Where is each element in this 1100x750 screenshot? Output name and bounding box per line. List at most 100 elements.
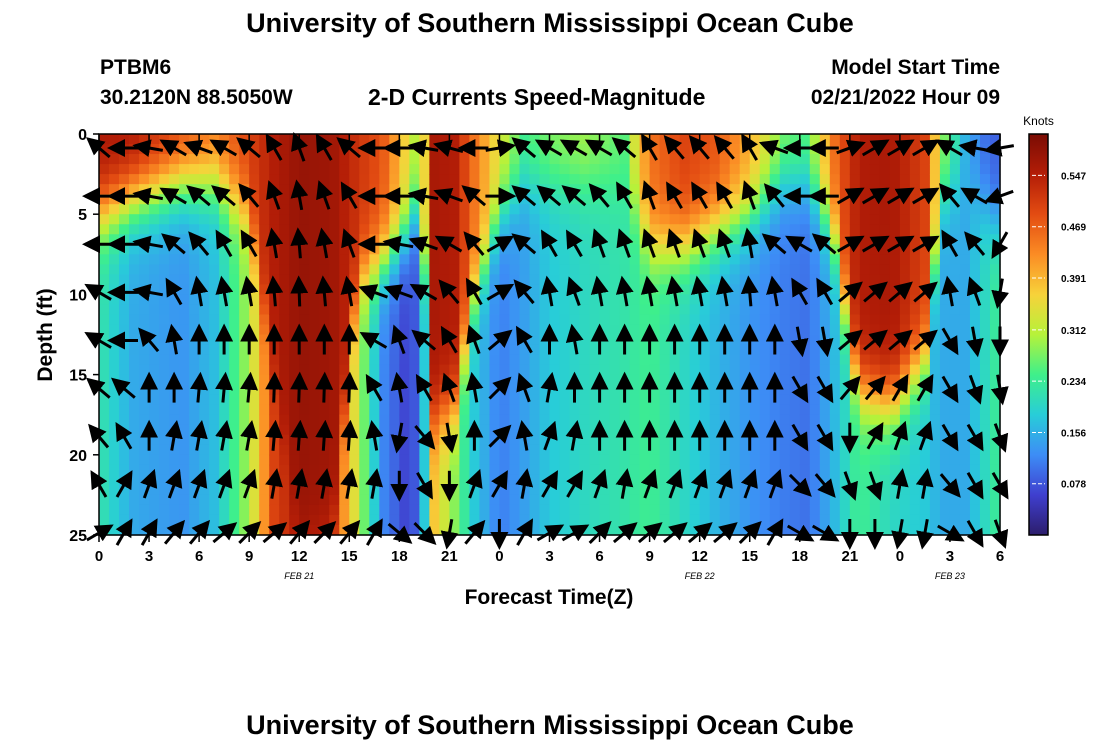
current-vector-arrow <box>132 187 164 206</box>
heatmap-cell <box>99 244 110 255</box>
heatmap-cell <box>149 484 160 496</box>
heatmap-cell <box>329 134 340 145</box>
heatmap-cell <box>229 464 240 476</box>
heatmap-cell <box>939 444 951 456</box>
heatmap-cell <box>959 464 971 476</box>
heatmap-cell <box>749 304 761 316</box>
current-vector-arrow <box>491 470 508 498</box>
heatmap-cell <box>939 304 951 316</box>
heatmap-cell <box>389 174 400 185</box>
current-vector-arrow <box>140 518 158 546</box>
heatmap-cell <box>149 154 160 165</box>
heatmap-cell <box>929 204 941 215</box>
heatmap-cell <box>929 474 941 486</box>
heatmap-cell <box>179 434 190 446</box>
heatmap-cell <box>389 264 400 275</box>
heatmap-cell <box>629 484 641 496</box>
heatmap-cell <box>969 504 981 516</box>
heatmap-cell <box>509 324 521 336</box>
heatmap-cell <box>439 254 450 265</box>
heatmap-cell <box>659 294 671 306</box>
heatmap-cell <box>949 224 961 235</box>
heatmap-cell <box>159 444 170 456</box>
current-vector-arrow <box>488 376 512 400</box>
heatmap-cell <box>469 484 481 496</box>
heatmap-cell <box>739 174 751 185</box>
heatmap-cell <box>179 474 190 486</box>
heatmap-cell <box>469 494 481 506</box>
heatmap-cell <box>249 354 260 366</box>
heatmap-cell <box>879 314 891 326</box>
heatmap-cell <box>209 464 220 476</box>
heatmap-cell <box>149 274 160 285</box>
heatmap-cell <box>349 404 360 416</box>
heatmap-cell <box>839 374 851 386</box>
heatmap-cell <box>649 404 661 416</box>
heatmap-cell <box>229 454 240 466</box>
current-vector-arrow <box>561 185 587 207</box>
heatmap-cell <box>879 304 891 316</box>
heatmap-cell <box>939 214 951 225</box>
heatmap-cell <box>449 224 460 235</box>
heatmap-cell <box>449 324 460 336</box>
heatmap-cell <box>279 244 290 255</box>
heatmap-cell <box>259 374 270 386</box>
heatmap-cell <box>189 224 200 235</box>
heatmap-cell <box>529 424 541 436</box>
heatmap-cell <box>309 274 320 285</box>
heatmap-cell <box>619 134 631 145</box>
heatmap-cell <box>979 244 991 255</box>
heatmap-cell <box>149 164 160 175</box>
heatmap-cell <box>279 184 290 195</box>
heatmap-cell <box>819 254 831 265</box>
heatmap-cell <box>519 204 531 215</box>
heatmap-cell <box>329 164 340 175</box>
heatmap-cell <box>259 474 270 486</box>
current-vector-arrow <box>541 470 558 498</box>
heatmap-cell <box>979 444 991 456</box>
heatmap-cell <box>979 184 991 195</box>
heatmap-cell <box>829 174 841 185</box>
heatmap-cell <box>159 404 170 416</box>
heatmap-cell <box>359 154 370 165</box>
heatmap-cell <box>599 454 611 466</box>
heatmap-cell <box>899 524 911 536</box>
heatmap-cell <box>479 414 491 426</box>
heatmap-cell <box>449 164 460 175</box>
heatmap-cell <box>689 394 701 406</box>
heatmap-cell <box>659 494 671 506</box>
current-vector-arrow <box>466 324 484 355</box>
heatmap-cell <box>829 454 841 466</box>
heatmap-cell <box>759 354 771 366</box>
heatmap-cell <box>629 324 641 336</box>
heatmap-cell <box>549 514 561 526</box>
heatmap-cell <box>379 174 390 185</box>
heatmap-cell <box>389 244 400 255</box>
heatmap-cell <box>909 394 921 406</box>
current-vector-arrow <box>215 229 233 258</box>
heatmap-cell <box>189 394 200 406</box>
current-vector-arrow <box>691 181 709 209</box>
heatmap-cell <box>419 154 430 165</box>
heatmap-cell <box>369 274 380 285</box>
heatmap-cell <box>479 374 491 386</box>
heatmap-cell <box>459 424 471 436</box>
heatmap-cell <box>209 484 220 496</box>
heatmap-cell <box>859 424 871 436</box>
heatmap-cell <box>409 154 420 165</box>
heatmap-cell <box>169 454 180 466</box>
current-vector-arrow <box>159 139 187 157</box>
heatmap-cell <box>599 224 611 235</box>
heatmap-cell <box>279 384 290 396</box>
heatmap-cell <box>689 434 701 446</box>
heatmap-cell <box>909 204 921 215</box>
heatmap-cell <box>559 364 571 376</box>
heatmap-cell <box>269 254 280 265</box>
heatmap-cell <box>409 374 420 386</box>
heatmap-cell <box>889 394 901 406</box>
heatmap-cell <box>279 294 290 306</box>
heatmap-cell <box>269 164 280 175</box>
heatmap-cell <box>509 444 521 456</box>
current-vector-arrow <box>215 275 234 307</box>
heatmap-cell <box>759 454 771 466</box>
